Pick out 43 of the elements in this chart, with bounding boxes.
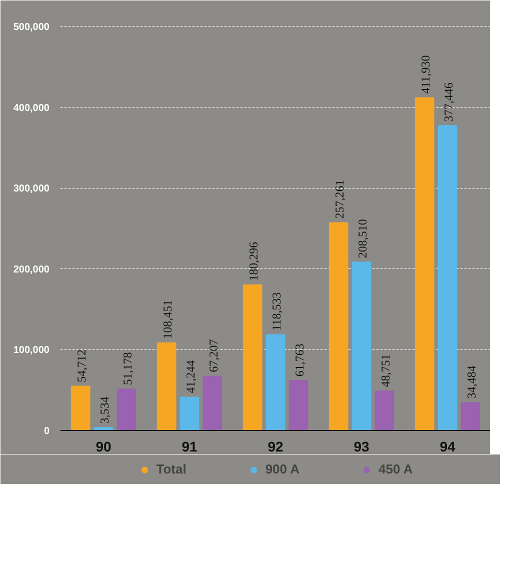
bar <box>266 334 286 430</box>
data-label: 180,296 <box>246 242 261 281</box>
data-label: 54,712 <box>74 349 89 382</box>
data-label: 377,446 <box>442 82 456 122</box>
bar <box>242 284 262 430</box>
data-label: 208,510 <box>356 219 370 258</box>
legend-label: 900 A <box>265 462 300 476</box>
bar <box>352 262 372 430</box>
data-label: 411,930 <box>418 55 433 94</box>
x-tick-label: 92 <box>268 438 284 454</box>
bar <box>328 222 348 430</box>
y-tick-label: 100,000 <box>13 345 50 356</box>
bar <box>414 97 434 430</box>
data-label: 41,244 <box>184 360 198 394</box>
legend-label: 450 A <box>378 462 413 476</box>
y-tick-label: 400,000 <box>13 102 50 114</box>
y-tick-label: 300,000 <box>13 184 50 195</box>
data-label: 3,534 <box>98 396 112 424</box>
bar <box>156 342 176 430</box>
legend-label: Total <box>156 462 186 476</box>
bar <box>288 380 308 430</box>
x-tick-label: 90 <box>96 438 112 454</box>
x-tick-label: 91 <box>182 438 198 454</box>
bar <box>438 125 458 430</box>
x-tick-label: 94 <box>440 438 456 454</box>
data-label: 34,484 <box>464 366 478 399</box>
x-tick-label: 93 <box>354 438 370 454</box>
bar <box>460 402 480 430</box>
data-label: 51,178 <box>120 352 134 386</box>
data-label: 118,533 <box>270 292 284 331</box>
data-label: 67,207 <box>206 339 220 372</box>
bar <box>202 376 222 430</box>
bar <box>374 390 394 430</box>
bar <box>116 388 136 430</box>
y-tick-label: 200,000 <box>13 264 50 276</box>
data-label: 48,751 <box>378 354 392 388</box>
y-tick-label: 500,000 <box>13 22 50 34</box>
data-label: 257,261 <box>332 180 347 219</box>
data-label: 108,451 <box>160 300 175 339</box>
y-tick-label: 0 <box>44 426 50 437</box>
bar <box>70 386 90 430</box>
bar <box>180 396 200 430</box>
data-label: 61,763 <box>292 344 306 377</box>
